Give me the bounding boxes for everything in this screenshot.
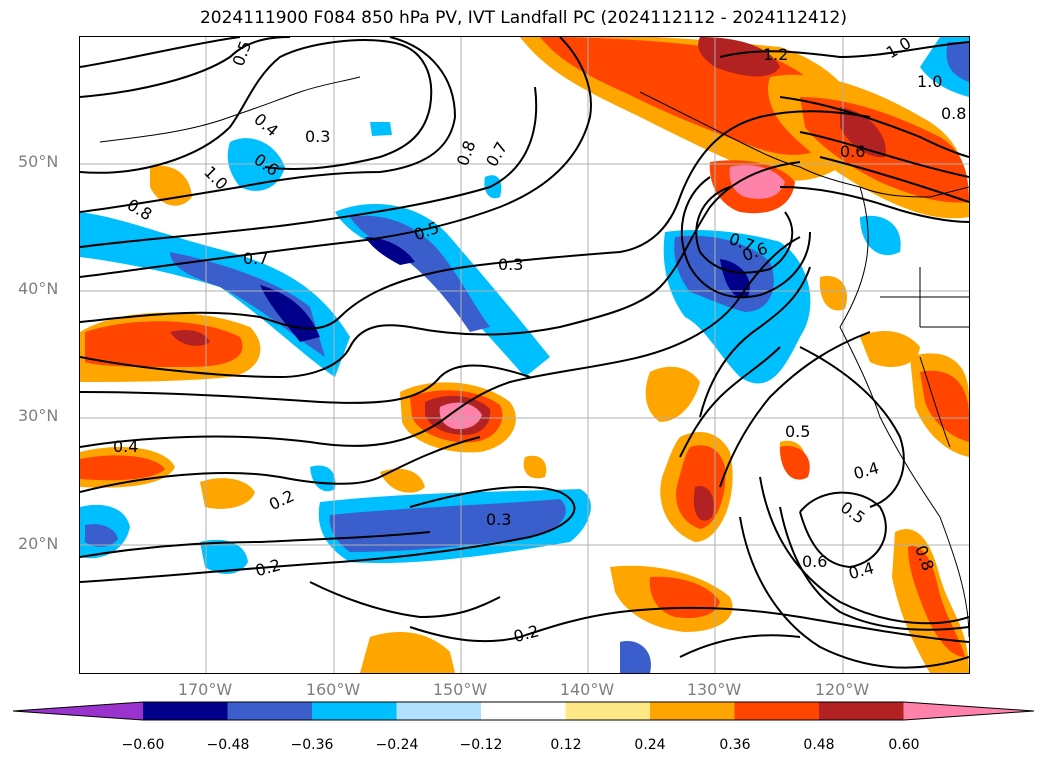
colorbar-tick-label: 0.24 bbox=[634, 737, 666, 753]
contour-label: 0.6 bbox=[840, 142, 865, 161]
colorbar-tick-label: −0.24 bbox=[375, 737, 419, 753]
contour-label: 0.2 bbox=[512, 621, 542, 646]
contour-label: 1.0 bbox=[883, 37, 915, 62]
contour-label: 0.5 bbox=[785, 422, 810, 441]
map-title: 2024111900 F084 850 hPa PV, IVT Landfall… bbox=[199, 8, 847, 28]
contour-label: 0.5 bbox=[837, 498, 869, 528]
colorbar-outline bbox=[12, 701, 1035, 721]
colorbar-extend-min bbox=[13, 702, 143, 720]
lon-label-160w: 160°W bbox=[305, 680, 361, 699]
contour-label: 0.3 bbox=[498, 255, 523, 274]
colorbar-tick-label: 0.12 bbox=[550, 737, 582, 753]
colorbar-tick-label: −0.36 bbox=[290, 737, 334, 753]
contour-label: 1.2 bbox=[763, 45, 788, 64]
lat-label-40n: 40°N bbox=[18, 279, 59, 298]
contour-label: 0.4 bbox=[852, 458, 882, 483]
colorbar-extend-max bbox=[903, 702, 1034, 720]
colorbar-segments bbox=[13, 702, 1034, 720]
colorbar-segment bbox=[227, 702, 313, 720]
colorbar-segment bbox=[143, 702, 228, 720]
colorbar-segment bbox=[565, 702, 651, 720]
pv-contours bbox=[80, 37, 969, 669]
lat-label-50n: 50°N bbox=[18, 152, 59, 171]
lon-label-130w: 130°W bbox=[686, 680, 742, 699]
lat-label-30n: 30°N bbox=[18, 406, 59, 425]
colorbar-tick-label: 0.48 bbox=[803, 737, 835, 753]
colorbar-segment bbox=[650, 702, 735, 720]
contour-label: 0.4 bbox=[113, 437, 138, 456]
colorbar-segment bbox=[396, 702, 482, 720]
colorbar-tick-label: −0.60 bbox=[121, 737, 165, 753]
lon-label-150w: 150°W bbox=[432, 680, 488, 699]
contour-label: 0.2 bbox=[253, 555, 283, 580]
colorbar-tick-label: 0.36 bbox=[719, 737, 751, 753]
colorbar-tick-label: 0.60 bbox=[888, 737, 920, 753]
colorbar-segment bbox=[312, 702, 397, 720]
map-gridlines bbox=[80, 37, 969, 673]
lon-label-140w: 140°W bbox=[559, 680, 615, 699]
coastlines bbox=[99, 76, 969, 638]
colorbar-segment bbox=[481, 702, 566, 720]
colorbar-tick-label: −0.48 bbox=[206, 737, 250, 753]
contour-label: 0.3 bbox=[486, 510, 511, 529]
lat-label-20n: 20°N bbox=[18, 534, 59, 553]
colorbar-tick-label: −0.12 bbox=[459, 737, 503, 753]
colorbar-segment bbox=[734, 702, 820, 720]
colorbar bbox=[12, 701, 1035, 721]
contour-label: 0.8 bbox=[941, 104, 966, 123]
contour-label: 0.8 bbox=[124, 195, 156, 224]
pv-ivt-map: 0.5 0.4 0.3 0.6 1.0 0.8 0.7 0.5 0.3 0.8 … bbox=[80, 37, 969, 673]
contour-label: 0.7 bbox=[482, 139, 511, 171]
colorbar-segment bbox=[819, 702, 904, 720]
contour-label: 0.4 bbox=[250, 109, 282, 140]
lon-label-170w: 170°W bbox=[177, 680, 233, 699]
lon-label-120w: 120°W bbox=[814, 680, 870, 699]
contour-label: 0.6 bbox=[802, 552, 827, 571]
contour-label: 0.4 bbox=[847, 558, 877, 583]
map-panel: 0.5 0.4 0.3 0.6 1.0 0.8 0.7 0.5 0.3 0.8 … bbox=[79, 36, 970, 674]
contour-label: 0.2 bbox=[266, 486, 297, 514]
contour-label: 0.7 bbox=[243, 249, 268, 268]
contour-label: 0.3 bbox=[305, 127, 330, 146]
contour-label: 1.0 bbox=[917, 72, 942, 91]
